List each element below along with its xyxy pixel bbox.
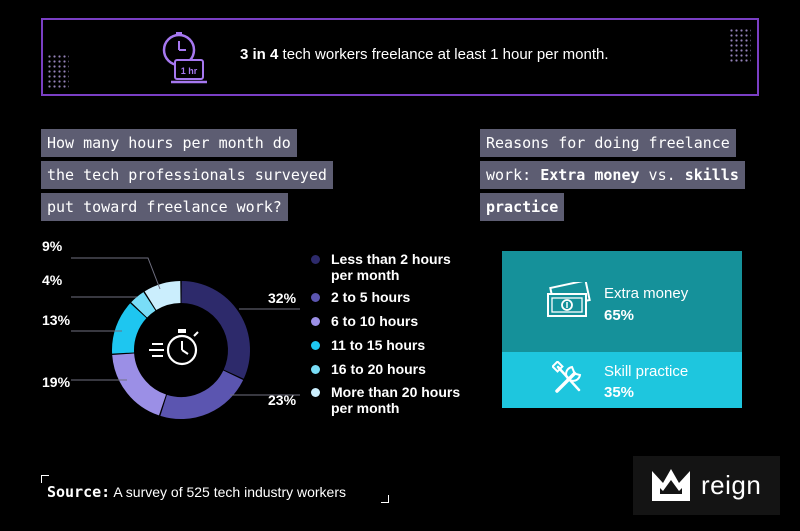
legend-label: Less than 2 hours per month (331, 251, 451, 283)
reason-value: 65% (604, 307, 635, 324)
logo-text: reign (701, 470, 762, 500)
money-bill-icon (547, 282, 591, 317)
reasons-practice: practice (486, 198, 559, 216)
dot-pattern-left (47, 54, 69, 88)
legend-swatch (311, 293, 320, 302)
donut-slice (112, 303, 147, 354)
reasons-extra-money: Extra money (540, 166, 640, 184)
reason-label: Extra money (604, 285, 689, 302)
legend-swatch (311, 365, 320, 374)
tools-icon (552, 361, 582, 393)
legend-item: More than 20 hours per month (311, 384, 481, 416)
source-label: Source: (47, 483, 111, 501)
reasons-skills: skills (684, 166, 739, 184)
slice-label: 13% (42, 312, 71, 328)
donut-slice (144, 281, 182, 311)
headline-body: tech workers freelance at least 1 hour p… (278, 46, 609, 63)
donut-slice (181, 281, 250, 379)
legend-item: 2 to 5 hours (311, 289, 410, 305)
stopwatch-icon (149, 329, 199, 366)
legend-item: 6 to 10 hours (311, 313, 418, 329)
headline-highlight: 3 in 4 (240, 46, 279, 63)
hours-question-line: put toward freelance work? (41, 193, 288, 221)
slice-label: 32% (268, 290, 297, 306)
legend-swatch (311, 388, 320, 397)
donut-slice (112, 352, 167, 416)
donut-slice (131, 292, 156, 318)
reasons-question-line: practice (480, 193, 565, 221)
legend-item: Less than 2 hours per month (311, 251, 471, 283)
crown-icon (652, 469, 690, 501)
corner-bracket (41, 475, 49, 483)
legend-label: More than 20 hours per month (331, 384, 461, 416)
legend-label: 16 to 20 hours (331, 361, 426, 377)
corner-bracket (381, 495, 389, 503)
legend-swatch (311, 341, 320, 350)
legend-label: 2 to 5 hours (331, 289, 411, 305)
slice-label: 23% (268, 392, 297, 408)
leader-line (71, 257, 161, 290)
legend-swatch (311, 255, 320, 264)
legend-swatch (311, 317, 320, 326)
hours-question-line: the tech professionals surveyed (41, 161, 333, 189)
reasons-vs: vs. (639, 166, 685, 184)
headline-text: 3 in 4 tech workers freelance at least 1… (240, 46, 609, 63)
slice-label: 9% (42, 238, 63, 254)
legend-label: 6 to 10 hours (331, 313, 419, 329)
source-note: Source: A survey of 525 tech industry wo… (41, 475, 391, 505)
hours-question-line: How many hours per month do (41, 129, 297, 157)
reasons-panel: Extra money 65% Skill practice 35% (502, 251, 742, 408)
reason-value: 35% (604, 384, 635, 401)
source-text: Source: A survey of 525 tech industry wo… (47, 483, 346, 501)
headline-banner: 1 hr 3 in 4 tech workers freelance at le… (41, 18, 759, 96)
legend-item: 16 to 20 hours (311, 361, 426, 377)
banner-icon-label: 1 hr (181, 66, 198, 76)
slice-label: 4% (42, 272, 63, 288)
reason-label: Skill practice (604, 363, 689, 380)
dot-pattern-right (729, 28, 751, 62)
reasons-question-line: work: Extra money vs. skills (480, 161, 745, 189)
legend-label: 11 to 15 hours (331, 337, 426, 353)
legend-item: 11 to 15 hours (311, 337, 425, 353)
donut-slice (160, 370, 244, 419)
clock-laptop-icon: 1 hr (162, 32, 207, 84)
slice-label: 19% (42, 374, 71, 390)
reasons-question-line: Reasons for doing freelance (480, 129, 736, 157)
reasons-prefix: work: (486, 166, 541, 184)
reason-skill-practice: Skill practice 35% (502, 352, 742, 408)
source-body: A survey of 525 tech industry workers (110, 484, 346, 500)
reason-extra-money: Extra money 65% (502, 251, 742, 352)
reign-logo: reign (633, 456, 780, 515)
